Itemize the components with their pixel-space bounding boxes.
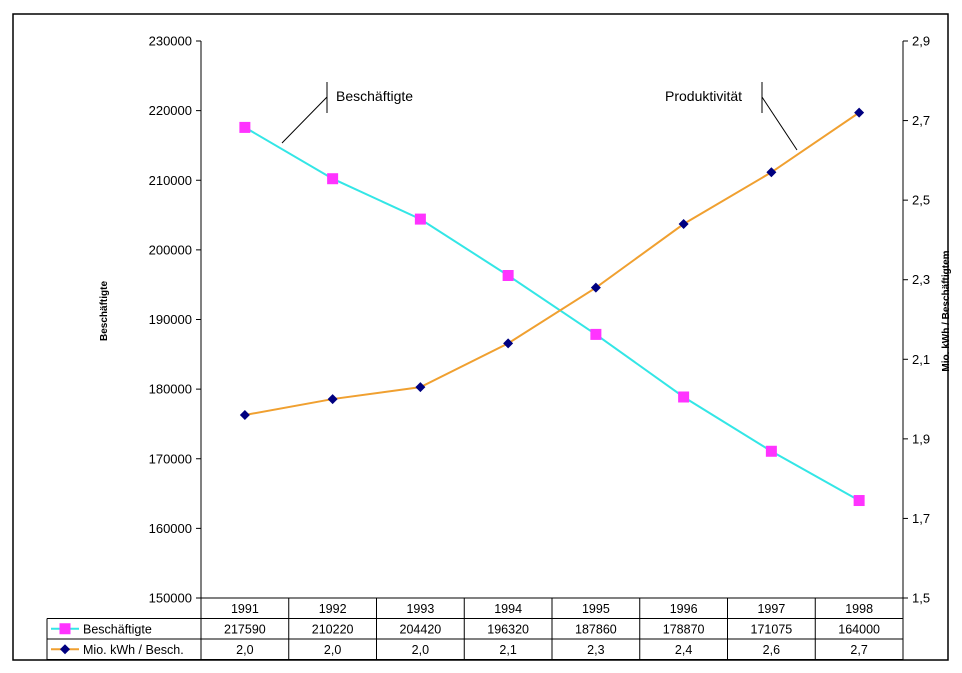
series-markers	[239, 107, 865, 507]
annotation-leader	[281, 96, 328, 144]
table-cell: 187860	[575, 622, 617, 636]
y-tick-label-right: 1,5	[912, 591, 930, 606]
table-cell: 204420	[400, 622, 442, 636]
x-tick-label: 1994	[494, 602, 522, 616]
legend-marker-square	[59, 623, 71, 635]
x-tick-label: 1997	[757, 602, 785, 616]
series-lines	[244, 111, 860, 502]
table-cell: 171075	[751, 622, 793, 636]
data-point-diamond	[678, 219, 689, 230]
table-cell: 210220	[312, 622, 354, 636]
y-tick-label-right: 2,3	[912, 272, 930, 287]
data-point-square	[502, 269, 514, 281]
table-cell: 196320	[487, 622, 529, 636]
y-tick-label-left: 220000	[149, 103, 192, 118]
data-point-square	[414, 213, 426, 225]
y-tick-label-right: 2,7	[912, 113, 930, 128]
y-tick-label-right: 1,7	[912, 511, 930, 526]
data-point-diamond	[854, 107, 865, 118]
y-tick-label-left: 210000	[149, 173, 192, 188]
table-cell: 2,0	[324, 643, 341, 657]
y-tick-label-right: 2,5	[912, 193, 930, 208]
y-tick-label-left: 160000	[149, 521, 192, 536]
x-tick-label: 1993	[406, 602, 434, 616]
y-tick-label-left: 170000	[149, 451, 192, 466]
data-point-square	[678, 391, 690, 403]
table-cell: 2,0	[412, 643, 429, 657]
x-tick-label: 1996	[670, 602, 698, 616]
table-cell: 2,7	[850, 643, 867, 657]
y-tick-label-right: 1,9	[912, 431, 930, 446]
y-tick-label-right: 2,1	[912, 352, 930, 367]
series-line-0	[244, 126, 860, 502]
data-point-diamond	[766, 167, 777, 178]
y-tick-label-left: 150000	[149, 591, 192, 606]
table-cell: 2,1	[499, 643, 516, 657]
data-point-diamond	[503, 338, 514, 349]
data-point-square	[765, 445, 777, 457]
axes: 150000 160000 170000 180000 190000 200000 2100…	[149, 34, 930, 606]
annotation-beschaeftigte: Beschäftigte	[336, 88, 413, 104]
table-cell: 164000	[838, 622, 880, 636]
table-cell: 178870	[663, 622, 705, 636]
table-cell: 2,0	[236, 643, 253, 657]
table-row-label: Mio. kWh / Besch.	[83, 643, 184, 657]
y-tick-label-left: 190000	[149, 312, 192, 327]
data-table: 1991 1992 1993 1994 1995 1996 1997 1998 Beschäft…	[46, 597, 904, 660]
data-point-square	[853, 495, 865, 507]
legend-marker-diamond	[60, 644, 70, 655]
data-point-square	[239, 121, 251, 133]
table-row-label: Beschäftigte	[83, 622, 152, 636]
annotation-leader	[761, 96, 798, 151]
chart-border	[12, 13, 949, 661]
x-tick-label: 1995	[582, 602, 610, 616]
table-cell: 2,3	[587, 643, 604, 657]
table-cell: 217590	[224, 622, 266, 636]
annotations: Beschäftigte Produktivität	[281, 82, 798, 151]
y-axis-title-right: Mio. kWh / Beschäftigtem	[941, 250, 952, 371]
data-point-diamond	[415, 382, 426, 393]
data-point-diamond	[327, 394, 338, 405]
table-cell: 2,4	[675, 643, 692, 657]
series-line-1	[244, 111, 860, 416]
annotation-produktivitaet: Produktivität	[665, 88, 742, 104]
x-tick-label: 1998	[845, 602, 873, 616]
y-tick-label-right: 2,9	[912, 34, 930, 49]
y-tick-label-left: 230000	[149, 34, 192, 49]
x-tick-label: 1992	[319, 602, 347, 616]
y-axis-title-left: Beschäftigte	[99, 281, 110, 341]
data-point-diamond	[239, 409, 250, 420]
data-point-square	[327, 173, 339, 185]
table-cell: 2,6	[763, 643, 780, 657]
x-tick-label: 1991	[231, 602, 259, 616]
y-tick-label-left: 200000	[149, 242, 192, 257]
data-point-square	[590, 328, 602, 340]
y-tick-label-left: 180000	[149, 382, 192, 397]
data-point-diamond	[590, 282, 601, 293]
